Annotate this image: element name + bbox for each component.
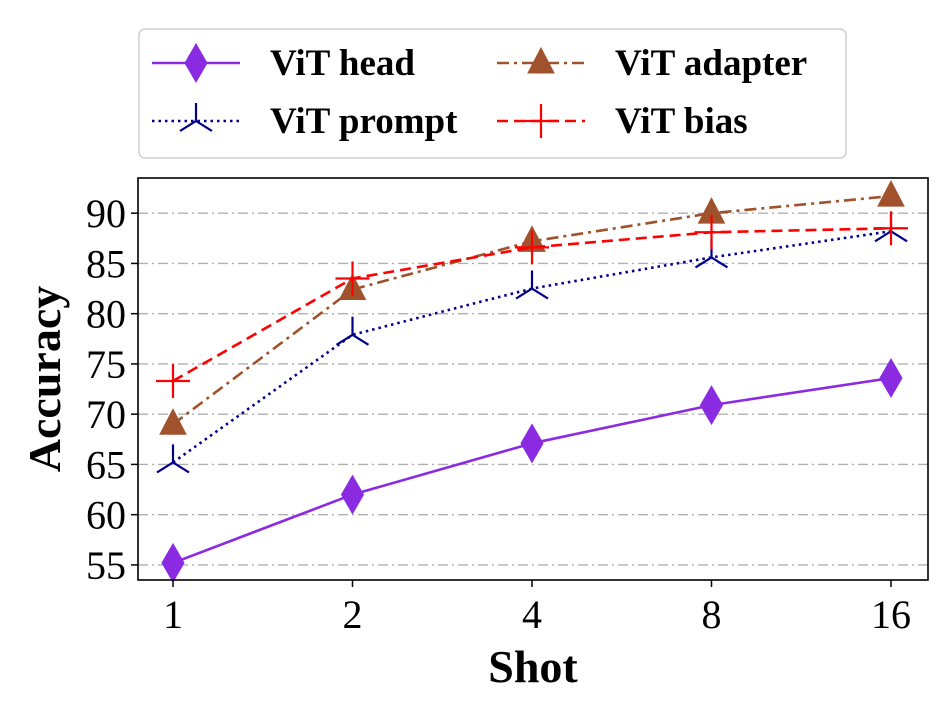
legend-entry-vit-adapter: ViT adapter — [497, 43, 807, 84]
data-point-vit-head — [520, 423, 544, 464]
series-line-vit-bias — [172, 226, 892, 383]
legend-marker — [527, 46, 555, 74]
data-point-vit-head — [879, 357, 903, 398]
y-axis-label: Accuracy — [19, 286, 70, 472]
legend-entry-vit-bias: ViT bias — [497, 101, 748, 142]
y-tick-label: 80 — [86, 292, 126, 337]
legend-entry-vit-prompt: ViT prompt — [152, 101, 458, 142]
legend-label: ViT prompt — [270, 101, 458, 142]
legend-marker — [524, 104, 558, 138]
legend-label: ViT bias — [615, 101, 748, 142]
legend-marker — [184, 43, 208, 83]
y-tick-label: 70 — [86, 392, 126, 437]
x-tick-label: 2 — [343, 592, 363, 637]
legend-entry-vit-head: ViT head — [152, 43, 415, 84]
x-tick-label: 4 — [522, 592, 542, 637]
x-axis-label: Shot — [488, 641, 578, 692]
y-tick-label: 55 — [86, 543, 126, 588]
legend-label: ViT head — [270, 43, 415, 84]
x-tick-label: 8 — [702, 592, 722, 637]
series-vit-bias — [156, 211, 908, 399]
series-vit-adapter — [159, 180, 905, 435]
legend: ViT head ViT adapter ViT prompt ViT bias — [138, 28, 847, 159]
series-line-vit-head — [172, 376, 892, 565]
x-axis: 1 2 4 8 16 — [163, 580, 911, 637]
plot-frame — [137, 177, 929, 581]
legend-frame — [138, 28, 847, 159]
y-tick-label: 65 — [86, 442, 126, 487]
x-tick-label: 16 — [871, 592, 911, 637]
data-point-vit-head — [699, 385, 724, 426]
series-layer — [156, 180, 908, 583]
legend-marker — [179, 103, 213, 132]
data-point-vit-adapter — [877, 180, 905, 207]
y-tick-label: 60 — [86, 493, 126, 538]
data-point-vit-prompt — [335, 316, 370, 346]
data-point-vit-bias — [335, 261, 370, 296]
y-tick-label: 90 — [86, 191, 126, 236]
data-point-vit-bias — [874, 211, 908, 246]
y-tick-label: 85 — [86, 241, 126, 286]
data-point-vit-head — [340, 474, 365, 515]
data-point-vit-bias — [694, 215, 729, 250]
x-tick-label: 1 — [163, 592, 183, 637]
data-point-vit-bias — [156, 364, 190, 399]
data-point-vit-prompt — [156, 444, 190, 474]
data-point-vit-head — [161, 542, 185, 583]
data-point-vit-prompt — [515, 270, 549, 300]
y-axis: 55 60 65 70 75 80 85 90 — [86, 191, 138, 588]
data-point-vit-adapter — [159, 408, 187, 435]
data-point-vit-bias — [515, 230, 549, 265]
legend-label: ViT adapter — [615, 43, 807, 84]
y-tick-label: 75 — [86, 342, 126, 387]
series-vit-head — [161, 357, 903, 583]
